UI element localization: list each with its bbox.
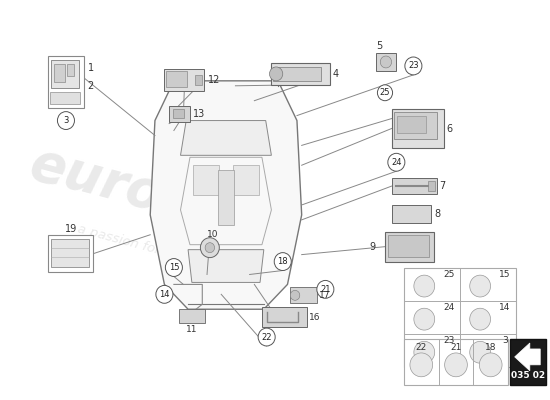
- Circle shape: [480, 353, 502, 377]
- Text: 25: 25: [379, 88, 390, 97]
- Text: 15: 15: [169, 263, 179, 272]
- Circle shape: [414, 308, 435, 330]
- Bar: [404, 268, 516, 367]
- Circle shape: [410, 353, 433, 377]
- Bar: [385, 232, 434, 262]
- Text: 22: 22: [416, 344, 427, 352]
- Bar: [427, 181, 435, 191]
- Bar: [510, 339, 546, 385]
- Bar: [195, 75, 202, 85]
- Circle shape: [166, 258, 183, 276]
- Circle shape: [405, 57, 422, 75]
- Bar: [48, 235, 94, 272]
- Text: 11: 11: [186, 324, 197, 334]
- Text: 14: 14: [159, 290, 169, 299]
- Circle shape: [270, 67, 283, 81]
- Bar: [273, 67, 321, 81]
- Text: 17: 17: [318, 291, 330, 300]
- Text: 24: 24: [391, 158, 401, 167]
- Circle shape: [290, 290, 300, 300]
- Text: 1: 1: [88, 63, 94, 73]
- Bar: [50, 92, 80, 104]
- Text: 6: 6: [447, 124, 453, 134]
- Bar: [173, 109, 184, 118]
- Circle shape: [274, 253, 292, 270]
- Text: 12: 12: [208, 75, 221, 85]
- Bar: [179, 309, 205, 323]
- Bar: [164, 69, 204, 91]
- Text: 23: 23: [443, 336, 455, 345]
- Bar: [51, 60, 79, 88]
- Text: 3: 3: [502, 336, 508, 345]
- Circle shape: [414, 341, 435, 363]
- Bar: [290, 287, 317, 303]
- Circle shape: [470, 275, 491, 297]
- Polygon shape: [515, 343, 540, 371]
- Bar: [193, 165, 219, 195]
- Bar: [262, 307, 307, 327]
- Text: a passion for parts since 1985: a passion for parts since 1985: [76, 222, 272, 287]
- Bar: [392, 109, 444, 148]
- Bar: [404, 339, 508, 385]
- Polygon shape: [180, 120, 271, 155]
- Bar: [218, 170, 234, 225]
- Bar: [67, 64, 74, 76]
- Circle shape: [57, 112, 74, 130]
- Text: 14: 14: [499, 303, 510, 312]
- Bar: [392, 205, 431, 223]
- Polygon shape: [188, 250, 264, 282]
- Text: 18: 18: [277, 257, 288, 266]
- Bar: [54, 64, 65, 82]
- Text: 8: 8: [434, 209, 441, 219]
- Circle shape: [205, 243, 214, 253]
- Bar: [166, 71, 187, 87]
- Bar: [392, 178, 437, 194]
- Text: 21: 21: [320, 285, 331, 294]
- Circle shape: [317, 280, 334, 298]
- Bar: [48, 56, 84, 108]
- Text: 13: 13: [193, 109, 205, 119]
- Circle shape: [380, 56, 392, 68]
- Bar: [271, 63, 330, 85]
- Text: 23: 23: [408, 62, 419, 70]
- Circle shape: [414, 275, 435, 297]
- Circle shape: [156, 286, 173, 303]
- Text: 19: 19: [64, 224, 77, 234]
- Text: 21: 21: [450, 344, 461, 352]
- Text: 22: 22: [261, 332, 272, 342]
- Circle shape: [200, 238, 219, 258]
- Text: 3: 3: [63, 116, 69, 125]
- Circle shape: [444, 353, 468, 377]
- Circle shape: [258, 328, 275, 346]
- Text: 16: 16: [309, 313, 321, 322]
- Bar: [388, 235, 430, 257]
- Bar: [394, 112, 437, 140]
- Bar: [397, 116, 426, 134]
- Circle shape: [377, 85, 393, 101]
- Polygon shape: [150, 81, 302, 309]
- Text: 5: 5: [376, 41, 382, 51]
- Text: eurobits: eurobits: [24, 138, 277, 252]
- Text: 2: 2: [88, 81, 94, 91]
- Circle shape: [388, 153, 405, 171]
- Text: 035 02: 035 02: [511, 371, 545, 380]
- Circle shape: [470, 341, 491, 363]
- Bar: [51, 239, 89, 266]
- Bar: [376, 53, 397, 71]
- Text: 24: 24: [443, 303, 454, 312]
- Text: 7: 7: [439, 181, 445, 191]
- Circle shape: [470, 308, 491, 330]
- Text: 15: 15: [499, 270, 510, 279]
- Text: 10: 10: [207, 230, 218, 239]
- Text: 9: 9: [370, 242, 376, 252]
- Bar: [169, 106, 190, 122]
- Text: 25: 25: [443, 270, 455, 279]
- Text: 4: 4: [333, 69, 339, 79]
- Bar: [233, 165, 259, 195]
- Text: 18: 18: [485, 344, 497, 352]
